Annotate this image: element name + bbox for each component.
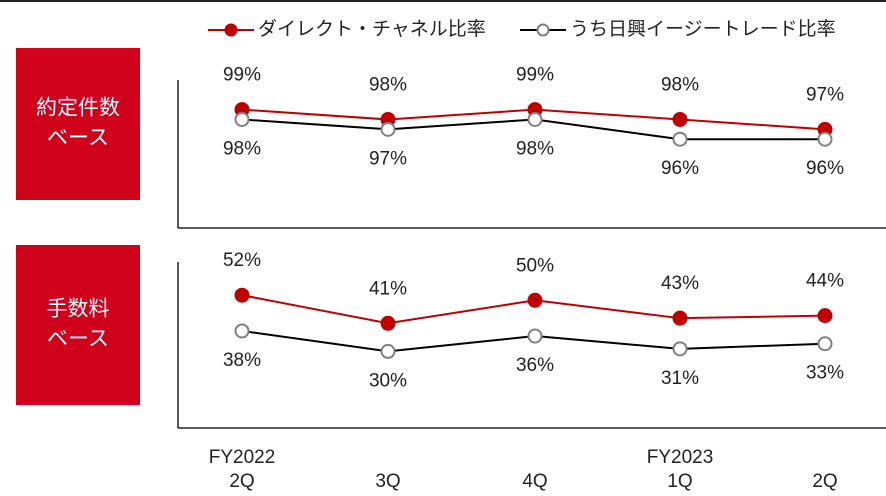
marker: [817, 308, 833, 324]
marker: [234, 323, 250, 339]
data-label: 99%: [516, 65, 554, 86]
x-tick-label: 3Q: [375, 471, 400, 492]
data-label: 30%: [369, 370, 407, 391]
x-fiscal-year: FY2023: [647, 447, 714, 468]
data-label: 97%: [806, 84, 844, 105]
x-tick-label: 4Q: [522, 471, 547, 492]
data-label: 33%: [806, 363, 844, 384]
x-tick-label: 2Q: [229, 471, 254, 492]
data-label: 98%: [223, 138, 261, 159]
marker: [817, 131, 833, 147]
marker: [672, 131, 688, 147]
title-background: [16, 245, 140, 405]
marker: [527, 111, 543, 127]
data-label: 44%: [806, 271, 844, 292]
marker: [234, 287, 250, 303]
data-label: 38%: [223, 350, 261, 371]
data-label: 99%: [223, 65, 261, 86]
data-label: 41%: [369, 278, 407, 299]
x-tick-label: 2Q: [812, 471, 837, 492]
legend-label: ダイレクト・チャネル比率: [258, 18, 486, 40]
data-label: 97%: [369, 148, 407, 169]
marker: [380, 343, 396, 359]
marker: [672, 111, 688, 127]
data-label: 98%: [516, 138, 554, 159]
x-fiscal-year: FY2022: [209, 447, 276, 468]
marker: [672, 341, 688, 357]
data-label: 50%: [516, 255, 554, 276]
legend-marker: [224, 23, 238, 37]
data-label: 98%: [369, 74, 407, 95]
title-line: 手数料: [47, 298, 110, 321]
marker: [234, 111, 250, 127]
title-line: ベース: [47, 328, 109, 351]
legend-marker: [536, 23, 550, 37]
title-background: [16, 48, 140, 200]
title-line: ベース: [47, 127, 109, 150]
marker: [380, 121, 396, 137]
data-label: 52%: [223, 250, 261, 271]
marker: [527, 328, 543, 344]
data-label: 43%: [661, 273, 699, 294]
marker: [527, 292, 543, 308]
data-label: 96%: [661, 158, 699, 179]
data-label: 98%: [661, 74, 699, 95]
data-label: 36%: [516, 355, 554, 376]
marker: [380, 315, 396, 331]
legend-label: うち日興イージートレード比率: [570, 18, 836, 40]
title-line: 約定件数: [36, 97, 120, 120]
marker: [817, 336, 833, 352]
data-label: 31%: [661, 368, 699, 389]
marker: [672, 310, 688, 326]
data-label: 96%: [806, 158, 844, 179]
x-tick-label: 1Q: [667, 471, 692, 492]
